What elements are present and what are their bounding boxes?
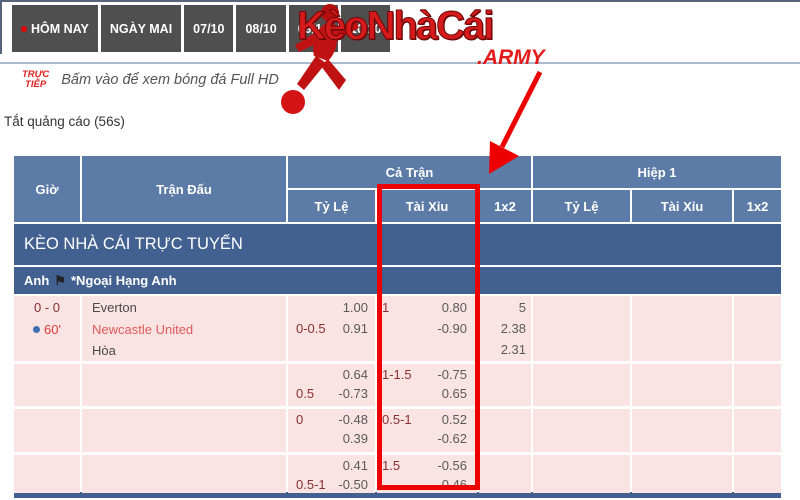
h1-odds-cell[interactable] — [533, 409, 630, 452]
league-name: *Ngoại Hạng Anh — [70, 273, 177, 288]
header-divider — [0, 62, 800, 64]
h1-1x2-cell[interactable] — [734, 409, 781, 452]
ft-odds-cell[interactable]: 0 -0.48 0.39 — [288, 409, 375, 452]
h1-overunder-cell[interactable] — [632, 364, 732, 406]
h1-overunder-cell[interactable] — [632, 296, 732, 361]
h1-odds-cell[interactable] — [533, 455, 630, 493]
match-teams-cell[interactable]: Everton Newcastle United Hòa — [82, 296, 286, 361]
tab-label: 08/10 — [245, 21, 277, 36]
col-header-h1-overunder: Tài Xỉu — [632, 190, 732, 222]
league-country: Anh — [24, 273, 50, 288]
next-section-bar — [14, 492, 781, 498]
live-stream-banner[interactable]: TRỰC TIẾP Bấm vào để xem bóng đá Full HD — [22, 70, 279, 90]
h1-overunder-cell[interactable] — [632, 455, 732, 493]
match-minute: 60' — [14, 319, 80, 341]
match-score: 0 - 0 — [33, 300, 60, 315]
ft-overunder-cell[interactable]: 0.5-1 0.52 -0.62 — [377, 409, 477, 452]
ft-1x2-cell[interactable]: 5 2.38 2.31 — [479, 296, 531, 361]
match-time-cell — [14, 364, 80, 406]
ft-overunder-cell[interactable]: 1-1.5 -0.75 0.65 — [377, 364, 477, 406]
ft-1x2-cell[interactable] — [479, 364, 531, 406]
col-header-time: Giờ — [14, 156, 80, 222]
h1-odds-cell[interactable] — [533, 364, 630, 406]
window-top-border — [0, 0, 800, 2]
soccer-ball-icon — [281, 90, 305, 114]
col-header-ft-odds: Tỷ Lệ — [288, 190, 375, 222]
col-header-h1-1x2: 1x2 — [734, 190, 781, 222]
soccer-player-silhouette-icon — [281, 4, 359, 114]
ft-odds-cell[interactable]: 1.00 0-0.5 0.91 — [288, 296, 375, 361]
live-red-dot-icon — [21, 25, 27, 32]
site-logo-tld: .ARMY — [477, 46, 545, 69]
match-teams-cell — [82, 455, 286, 493]
table-row: 0 - 0 60' Everton Newcastle United Hòa 1… — [14, 296, 781, 361]
match-teams-cell — [82, 364, 286, 406]
tab-label: NGÀY MAI — [109, 21, 173, 36]
tab-07-10[interactable]: 07/10 — [184, 5, 234, 52]
col-header-match: Trận Đấu — [82, 156, 286, 222]
ft-1x2-cell[interactable] — [479, 409, 531, 452]
tab-08-10[interactable]: 08/10 — [236, 5, 286, 52]
tab-label: 07/10 — [193, 21, 225, 36]
close-ad-timer[interactable]: Tắt quảng cáo (56s) — [4, 114, 125, 129]
table-row: 0.64 0.5 -0.73 1-1.5 -0.75 0.65 — [14, 364, 781, 406]
h1-overunder-cell[interactable] — [632, 409, 732, 452]
live-badge: TRỰC TIẾP — [22, 70, 49, 90]
ft-overunder-cell[interactable]: 1.5 -0.56 0.46 — [377, 455, 477, 493]
draw-label: Hòa — [92, 343, 116, 358]
col-header-ft-overunder: Tài Xỉu — [377, 190, 477, 222]
h1-odds-cell[interactable] — [533, 296, 630, 361]
live-badge-line1: TRỰC — [22, 69, 50, 80]
table-row: 0.41 0.5-1 -0.50 1.5 -0.56 0.46 — [14, 455, 781, 493]
away-team: Newcastle United — [92, 321, 194, 337]
odds-table: Giờ Trận Đấu Cả Trận Hiệp 1 Tỷ Lệ Tài Xỉ… — [14, 156, 781, 498]
tab-today[interactable]: HÔM NAY — [12, 5, 98, 52]
tab-tomorrow[interactable]: NGÀY MAI — [100, 5, 182, 52]
home-team: Everton — [92, 300, 137, 315]
match-time-cell — [14, 455, 80, 493]
live-badge-line2: TIẾP — [25, 79, 47, 90]
section-title-bar: KÈO NHÀ CÁI TRỰC TUYẾN — [14, 224, 781, 265]
ft-overunder-cell[interactable]: 1 0.80 -0.90 — [377, 296, 477, 361]
site-logo[interactable]: KèoNhàCái — [296, 4, 494, 49]
col-group-full-time: Cả Trận — [288, 156, 531, 188]
h1-1x2-cell[interactable] — [734, 296, 781, 361]
match-time-cell: 0 - 0 60' — [14, 296, 80, 361]
col-header-ft-1x2: 1x2 — [479, 190, 531, 222]
match-time-cell — [14, 409, 80, 452]
col-header-h1-odds: Tỷ Lệ — [533, 190, 630, 222]
league-bar[interactable]: Anh ⚑ *Ngoại Hạng Anh — [14, 267, 781, 294]
match-teams-cell — [82, 409, 286, 452]
ft-1x2-cell[interactable] — [479, 455, 531, 493]
flag-icon: ⚑ — [54, 272, 66, 288]
tab-label: HÔM NAY — [31, 21, 89, 36]
ft-odds-cell[interactable]: 0.41 0.5-1 -0.50 — [288, 455, 375, 493]
ft-odds-cell[interactable]: 0.64 0.5 -0.73 — [288, 364, 375, 406]
col-group-half-time: Hiệp 1 — [533, 156, 781, 188]
table-header: Giờ Trận Đấu Cả Trận Hiệp 1 Tỷ Lệ Tài Xỉ… — [14, 156, 781, 222]
live-banner-text: Bấm vào để xem bóng đá Full HD — [61, 72, 279, 88]
window-left-border — [0, 2, 2, 54]
table-row: 0 -0.48 0.39 0.5-1 0.52 -0.62 — [14, 409, 781, 452]
live-dot-icon — [33, 326, 41, 333]
h1-1x2-cell[interactable] — [734, 455, 781, 493]
h1-1x2-cell[interactable] — [734, 364, 781, 406]
